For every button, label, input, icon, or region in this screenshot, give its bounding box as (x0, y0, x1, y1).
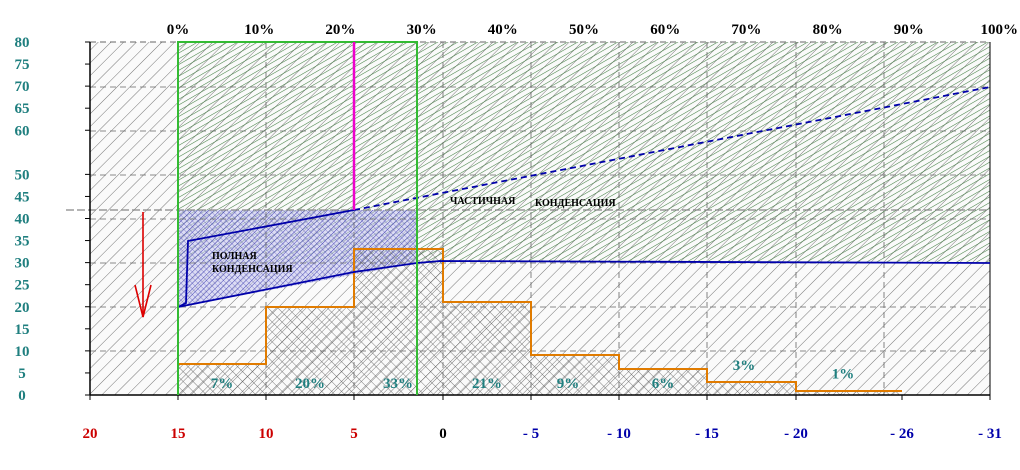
partial-condensation-region (178, 42, 990, 263)
y-tick-label: 5 (18, 366, 26, 382)
full-condensation-label-line2: КОНДЕНСАЦИЯ (212, 264, 293, 275)
histogram-label: 21% (472, 376, 502, 392)
x-tick-label: - 15 (695, 426, 719, 442)
partial-condensation-label-line2: КОНДЕНСАЦИЯ (535, 198, 616, 209)
green-frame (177, 41, 418, 395)
x-tick-label: 20 (83, 426, 98, 442)
full-condensation-boundary (177, 209, 355, 308)
top-tick-label: 70% (731, 22, 761, 38)
y-tick-label: 70 (15, 79, 30, 95)
x-tick-label: - 26 (890, 426, 914, 442)
top-tick-label: 20% (325, 22, 355, 38)
x-tick-label: 5 (350, 426, 358, 442)
y-tick-label: 35 (15, 234, 30, 250)
histogram-label: 1% (832, 367, 855, 383)
histogram-label: 3% (733, 358, 756, 374)
x-tick-label: 0 (439, 426, 447, 442)
top-tick-labels: 0% 10% 20% 30% 40% 50% 60% 70% 80% 90% 100% (167, 22, 1018, 38)
partial-condensation-dashed-line (353, 86, 991, 211)
y-tick-label: 75 (15, 57, 30, 73)
top-tick-label: 10% (244, 22, 274, 38)
top-tick-label: 30% (407, 22, 437, 38)
y-tick-label: 30 (15, 256, 30, 272)
top-tick-label: 50% (569, 22, 599, 38)
top-tick-label: 90% (894, 22, 924, 38)
x-tick-label: - 31 (978, 426, 1002, 442)
top-tick-label: 60% (650, 22, 680, 38)
y-tick-label: 25 (15, 278, 30, 294)
full-condensation-label-line1: ПОЛНАЯ (212, 251, 258, 262)
x-tick-label: 15 (171, 426, 186, 442)
y-tick-label: 40 (15, 212, 30, 228)
partial-condensation-label-line1: ЧАСТИЧНАЯ (450, 196, 516, 207)
histogram-labels: 7% 20% 33% 21% 9% 6% 3% 1% (211, 358, 855, 392)
histogram-label: 6% (652, 376, 675, 392)
top-tick-label: 40% (488, 22, 518, 38)
histogram-fill (178, 249, 902, 395)
x-tick-label: - 5 (523, 426, 539, 442)
histogram-label: 9% (557, 376, 580, 392)
y-tick-label: 15 (15, 322, 30, 338)
full-condensation-hatch (178, 210, 417, 307)
x-tick-label: - 20 (784, 426, 808, 442)
y-tick-label: 50 (15, 167, 30, 183)
y-tick-label: 60 (15, 123, 30, 139)
y-tick-label: 65 (15, 101, 30, 117)
down-arrow-icon (134, 212, 152, 318)
y-tick-label: 45 (15, 189, 30, 205)
y-tick-label: 80 (15, 35, 30, 51)
histogram-outline (177, 248, 902, 395)
y-tick-labels: 0 5 10 15 20 25 30 35 40 45 50 60 65 70 75 80 (15, 35, 90, 404)
x-tick-label: 10 (259, 426, 274, 442)
histogram-label: 33% (383, 376, 413, 392)
y-tick-label: 10 (15, 344, 30, 360)
top-tick-label: 80% (813, 22, 843, 38)
y-tick-label: 0 (18, 388, 26, 404)
top-tick-label: 100% (981, 22, 1019, 38)
x-tick-label: - 10 (607, 426, 631, 442)
bottom-tick-labels: 20 15 10 5 0 - 5 - 10 - 15 - 20 - 26 - 31 (83, 395, 1002, 442)
histogram-label: 7% (211, 376, 234, 392)
top-tick-label: 0% (167, 22, 190, 38)
y-tick-label: 20 (15, 300, 30, 316)
histogram-label: 20% (295, 376, 325, 392)
